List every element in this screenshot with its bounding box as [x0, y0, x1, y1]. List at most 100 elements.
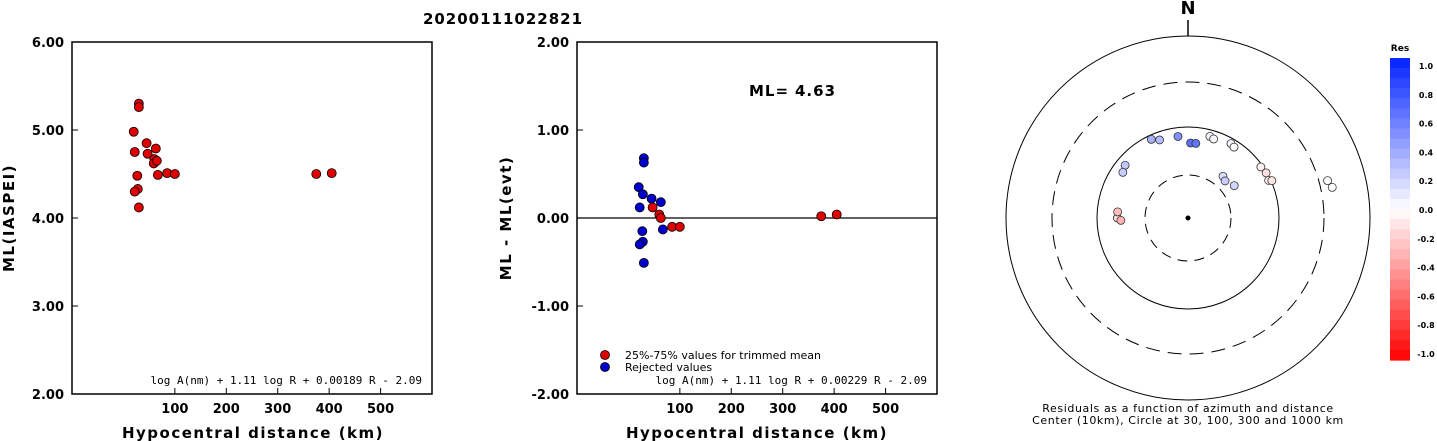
- colorbar-segment: [1390, 148, 1410, 160]
- colorbar-segment: [1390, 219, 1410, 230]
- rejected-point: [657, 224, 668, 235]
- colorbar-segment: [1390, 329, 1410, 341]
- y-tick-label: 5.00: [32, 124, 64, 139]
- x-tick-label: 100: [161, 402, 188, 417]
- rejected-point: [638, 157, 649, 168]
- x-tick-label: 300: [264, 402, 291, 417]
- colorbar-segment: [1390, 158, 1410, 170]
- data-point: [133, 102, 144, 113]
- colorbar-segment: [1390, 309, 1410, 321]
- colorbar-tick-label: 0.4: [1419, 148, 1434, 157]
- epicenter-center: [1185, 215, 1191, 221]
- colorbar-segment: [1390, 198, 1410, 210]
- colorbar-segment: [1390, 249, 1410, 260]
- x-axis-label: Hypocentral distance (km): [122, 424, 384, 441]
- magnitude-formula: log A(nm) + 1.11 log R + 0.00189 R - 2.0…: [150, 374, 422, 387]
- colorbar-segment: [1390, 269, 1410, 281]
- event-title: 20200111022821: [423, 10, 583, 28]
- colorbar-tick-label: 0.2: [1419, 177, 1433, 186]
- residual-point: [1229, 142, 1239, 152]
- colorbar-segment: [1390, 239, 1410, 250]
- colorbar-segment: [1390, 78, 1410, 89]
- residual-point: [1118, 167, 1128, 177]
- colorbar-segment: [1390, 299, 1410, 311]
- magnitude-formula: log A(nm) + 1.11 log R + 0.00229 R - 2.0…: [655, 374, 927, 387]
- ml-value: 4.63: [795, 82, 836, 100]
- range-circle-1000km: [1005, 35, 1371, 401]
- y-tick-label: -1.00: [532, 300, 569, 315]
- y-tick-label: 0.00: [537, 212, 569, 227]
- data-point: [151, 155, 162, 166]
- data-point: [129, 186, 140, 197]
- colorbar-tick-label: 0.6: [1419, 120, 1434, 129]
- residual-colorbar: Res 1.0 0.8 0.6 0.4 0.2 0.0 -0.2 -0.4 -0.6 -0.8 -1…: [1390, 44, 1435, 361]
- colorbar-segment: [1390, 98, 1410, 109]
- colorbar-tick-label: -0.8: [1417, 321, 1435, 330]
- data-point: [128, 126, 139, 137]
- y-tick-label: 3.00: [32, 300, 64, 315]
- residual-point: [1209, 134, 1219, 144]
- north-label: N: [1180, 0, 1195, 19]
- rejected-point: [646, 193, 657, 204]
- residual-point: [1327, 182, 1337, 192]
- colorbar-segment: [1390, 229, 1410, 240]
- residual-point: [1173, 132, 1183, 141]
- colorbar-tick-label: -1.0: [1417, 350, 1435, 359]
- accepted-point: [816, 211, 827, 222]
- data-point: [142, 148, 153, 159]
- colorbar-segment: [1390, 58, 1410, 69]
- colorbar-tick-label: -0.2: [1417, 235, 1435, 244]
- residual-point: [1229, 181, 1239, 191]
- legend-rejected-label: Rejected values: [625, 361, 712, 374]
- colorbar-tick-label: 0.0: [1419, 206, 1434, 215]
- y-tick-label: -2.00: [532, 388, 569, 403]
- x-tick-label: 500: [872, 402, 899, 417]
- data-point: [133, 202, 144, 213]
- colorbar-tick-label: -0.4: [1417, 264, 1435, 273]
- colorbar-segment: [1390, 138, 1410, 150]
- y-axis-label: ML - ML(evt): [497, 156, 515, 280]
- rejected-point: [634, 202, 645, 213]
- rejected-point: [638, 257, 649, 268]
- rejected-point: [637, 226, 648, 237]
- ml-residual-panel: Hypocentral distance (km) ML - ML(evt) M…: [497, 36, 938, 441]
- ml-iaspei-panel: Hypocentral distance (km) ML(IASPEI) log…: [0, 36, 433, 441]
- colorbar-title: Res: [1391, 44, 1409, 54]
- colorbar-tick-label: 1.0: [1419, 62, 1434, 71]
- colorbar-segment: [1390, 188, 1410, 200]
- data-point: [169, 169, 180, 179]
- plot-frame: [71, 41, 433, 395]
- legend-rejected-marker: [600, 362, 610, 372]
- residual-point: [1267, 176, 1277, 186]
- y-tick-label: 2.00: [537, 36, 569, 51]
- x-tick-label: 200: [718, 402, 745, 417]
- residual-point: [1261, 168, 1271, 178]
- accepted-point: [655, 213, 666, 223]
- residual-polar-plot: N Residuals as a function of azimuth and…: [1005, 0, 1371, 427]
- data-point: [129, 147, 140, 157]
- polar-caption-1: Residuals as a function of azimuth and d…: [1042, 402, 1333, 415]
- residual-point: [1116, 215, 1126, 225]
- colorbar-segment: [1390, 128, 1410, 140]
- colorbar-segment: [1390, 68, 1410, 79]
- x-tick-label: 100: [666, 402, 693, 417]
- residual-point: [1191, 138, 1201, 148]
- colorbar-segment: [1390, 108, 1410, 119]
- colorbar-segment: [1390, 178, 1410, 190]
- colorbar-segment: [1390, 209, 1410, 220]
- data-point: [150, 143, 161, 154]
- x-tick-label: 500: [367, 402, 394, 417]
- residual-point: [1146, 134, 1156, 144]
- colorbar-segment: [1390, 319, 1410, 331]
- ml-label: ML=: [749, 82, 789, 100]
- colorbar-segment: [1390, 339, 1410, 351]
- residual-point: [1323, 176, 1333, 185]
- range-circle-300km: [1051, 81, 1325, 355]
- range-circle-100km: [1096, 126, 1280, 310]
- colorbar-segment: [1390, 168, 1410, 180]
- residual-point: [1113, 207, 1123, 217]
- colorbar-segment: [1390, 88, 1410, 99]
- accepted-point: [647, 202, 658, 213]
- x-tick-label: 200: [213, 402, 240, 417]
- legend-accepted-marker: [600, 350, 610, 360]
